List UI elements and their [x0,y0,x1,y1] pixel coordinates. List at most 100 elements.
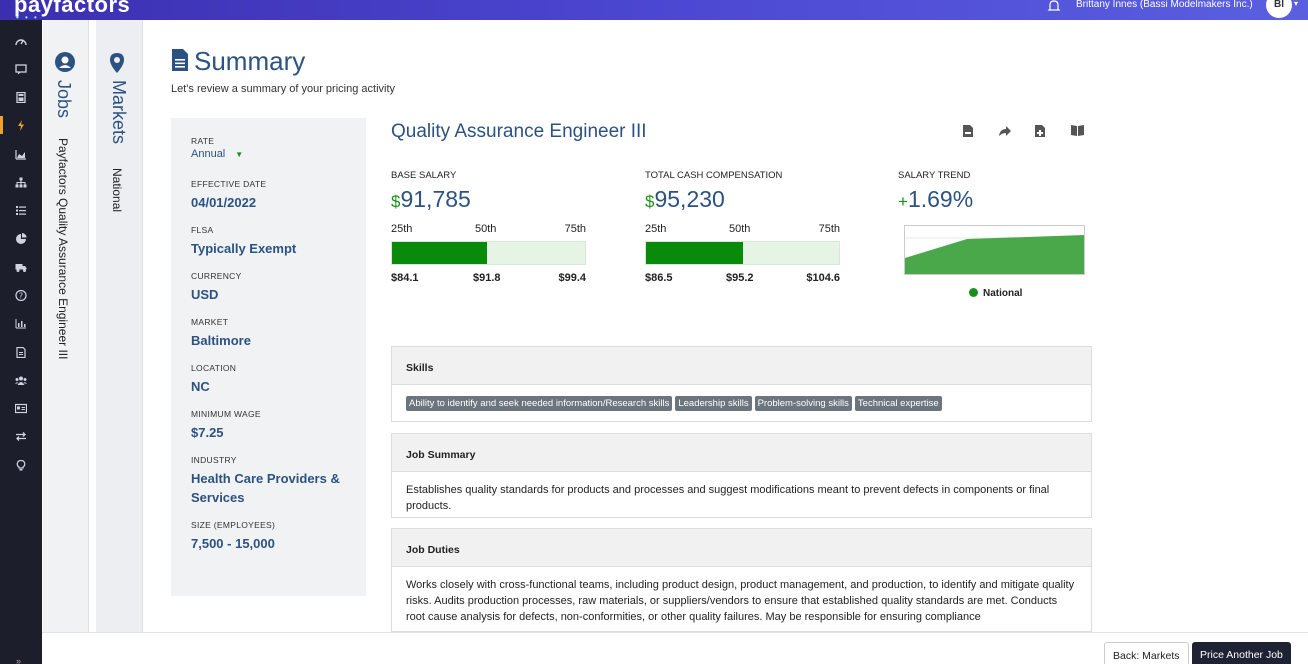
base-salary-value: $91,785 [391,186,471,213]
footer-bar [42,632,1308,664]
lightbulb-icon[interactable] [0,454,42,476]
info-flsa: FLSA Typically Exempt [191,225,296,258]
pie-chart-icon[interactable] [0,227,42,249]
info-label: EFFECTIVE DATE [191,179,267,189]
total-cash-label: TOTAL CASH COMPENSATION [645,170,783,181]
jobs-panel-title: Jobs [54,80,74,119]
user-circle-icon [55,52,75,72]
p50-label: 50th [729,223,751,235]
calculator-icon[interactable] [0,86,42,108]
sitemap-icon[interactable] [0,171,42,193]
markets-panel-title: Markets [109,80,129,145]
skills-tags: Ability to identify and seek needed info… [392,385,1091,421]
info-industry: INDUSTRY Health Care Providers & Service… [191,455,351,507]
bolt-icon[interactable] [0,114,42,136]
info-label: LOCATION [191,363,237,373]
job-summary-card: Job Summary Establishes quality standard… [391,433,1092,518]
jobs-panel[interactable]: Jobs Payfactors Quality Assurance Engine… [43,20,89,634]
chevron-down-icon[interactable]: ▾ [1294,0,1299,8]
amount: 95,230 [654,186,725,212]
list-icon[interactable] [0,199,42,221]
info-value: Typically Exempt [191,241,297,256]
amount: 91,785 [400,186,471,212]
p75-value: $104.6 [806,272,840,284]
currency-symbol: $ [645,192,655,211]
trend-sign: + [898,192,908,211]
caret-down-icon: ▼ [235,150,244,159]
markets-panel[interactable]: Markets National [96,20,143,634]
range-bar-fill [392,242,487,264]
truck-icon[interactable] [0,256,42,278]
user-name[interactable]: Brittany Innes (Bassi Modelmakers Inc.) [1076,0,1253,10]
job-info-panel: RATE Annual ▼ EFFECTIVE DATE 04/01/2022 F… [171,118,366,596]
salary-trend-chart [904,225,1085,275]
left-nav: ? [0,20,42,664]
p75-label: 75th [564,223,586,235]
top-bar: payfactors • • • Brittany Innes (Bassi M… [0,0,1308,22]
price-another-job-button[interactable]: Price Another Job [1192,642,1291,664]
info-value: Baltimore [191,333,251,348]
job-title: Quality Assurance Engineer III [391,121,647,142]
p75-label: 75th [818,223,840,235]
skill-tag: Leadership skills [675,396,752,411]
bell-icon[interactable] [1044,0,1064,12]
add-file-icon[interactable] [1034,124,1048,138]
back-markets-button[interactable]: Back: Markets [1104,642,1189,664]
rate-value: Annual [191,148,226,160]
info-value: Health Care Providers & Services [191,471,340,505]
logo-dots: • • • [16,13,39,22]
share-icon[interactable] [998,124,1012,138]
currency-symbol: $ [391,192,401,211]
p50-value: $91.8 [473,272,501,284]
salary-trend-value: +1.69% [898,186,973,213]
info-value: USD [191,287,219,302]
document-icon [171,48,189,72]
markets-panel-subtitle: National [110,168,124,213]
info-label: MINIMUM WAGE [191,409,261,419]
comment-icon[interactable] [0,58,42,80]
skills-heading: Skills [392,347,1091,385]
page-title: Summary [194,46,306,76]
page-subtitle: Let's review a summary of your pricing a… [171,83,396,95]
rate-select[interactable]: Annual ▼ [191,148,243,160]
collapse-nav-icon[interactable]: » [16,656,22,664]
bar-chart-icon[interactable] [0,312,42,334]
skill-tag: Ability to identify and seek needed info… [406,396,673,411]
trend-percent: 1.69% [907,186,974,212]
map-pin-icon [108,52,126,74]
total-cash-range-bar [645,241,840,265]
p25-value: $84.1 [391,272,419,284]
info-currency: CURRENCY USD [191,271,242,304]
pdf-icon[interactable] [962,124,976,138]
info-size: SIZE (EMPLOYEES) 7,500 - 15,000 [191,520,275,553]
total-cash-value: $95,230 [645,186,725,213]
p50-label: 50th [475,223,497,235]
job-duties-text: Works closely with cross-functional team… [406,579,1075,623]
skills-card: Skills Ability to identify and seek need… [391,346,1092,422]
p25-label: 25th [645,223,667,235]
national-area [905,235,1084,274]
exchange-icon[interactable] [0,425,42,447]
job-duties-card: Job Duties Works closely with cross-func… [391,528,1092,632]
legend-label: National [983,288,1023,299]
base-salary-label: BASE SALARY [391,170,457,181]
dashboard-icon[interactable] [0,30,42,52]
rate-field: RATE Annual ▼ [191,136,243,160]
users-icon[interactable] [0,369,42,391]
skill-tag: Problem-solving skills [754,396,852,411]
avatar[interactable]: BI [1266,0,1292,18]
rate-label: RATE [191,136,215,146]
info-value: NC [191,379,210,394]
help-icon[interactable]: ? [0,284,42,306]
area-chart-icon[interactable] [0,143,42,165]
book-icon[interactable] [1070,124,1084,138]
skill-tag: Technical expertise [854,396,942,411]
job-summary-text: Establishes quality standards for produc… [406,484,1050,512]
id-card-icon[interactable] [0,397,42,419]
document-icon[interactable] [0,341,42,363]
salary-trend-label: SALARY TREND [898,170,971,181]
info-label: MARKET [191,317,229,327]
job-summary-heading: Job Summary [392,434,1091,472]
brand-logo[interactable]: payfactors [14,0,131,17]
chart-legend: National [969,288,1022,299]
